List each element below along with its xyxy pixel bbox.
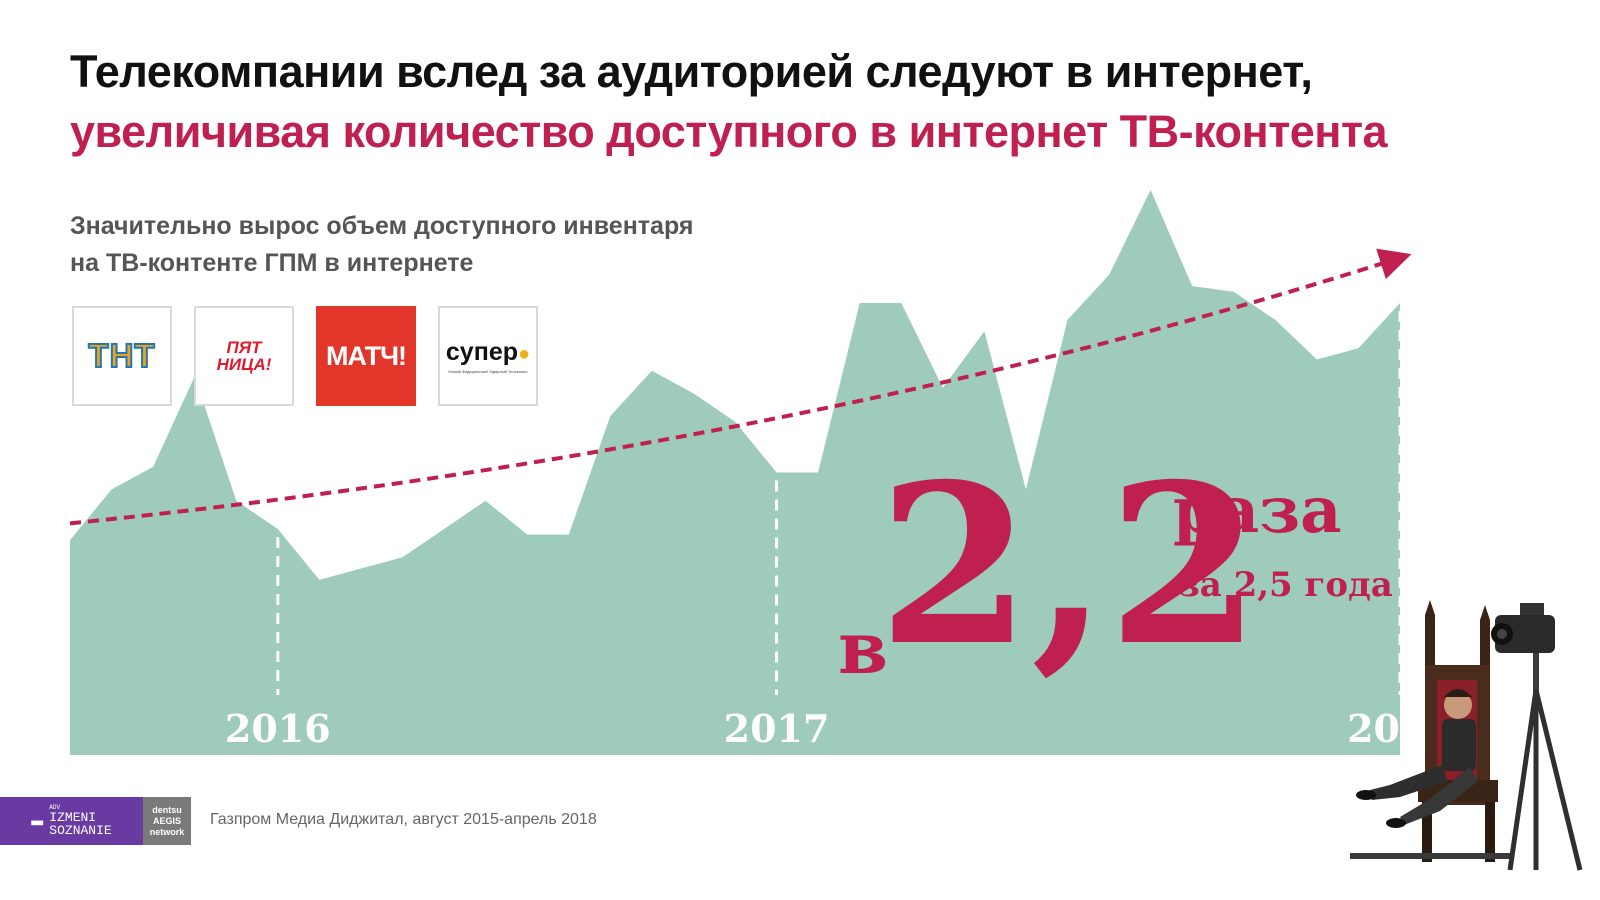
logo-match-text: МАТЧ! [325, 340, 407, 371]
logo-pyatnitsa-line-2: НИЦА! [216, 355, 272, 374]
year-label-2016: 2016 [225, 706, 331, 751]
growth-stat-period: за 2,5 года [1178, 565, 1393, 605]
chart-subtitle: Значительно вырос объем доступного инвен… [70, 212, 694, 277]
growth-stat-unit: раза [1173, 473, 1342, 548]
page-title: Телекомпании вслед за аудиторией следуют… [70, 42, 1550, 162]
logo-pyatnitsa-line-1: ПЯТ [226, 338, 262, 357]
title-line-2: увеличивая количество доступного в интер… [70, 106, 1388, 157]
logo-tnt: ТНТ [72, 306, 172, 406]
series-area [70, 190, 1400, 755]
agency-logo-izmeni-soznanie: ▬ ADV IZMENI SOZNANIE [0, 797, 143, 845]
thumbs-up-icon: ● [518, 343, 531, 365]
logo-pyatnitsa: ПЯТ НИЦА! [194, 306, 294, 406]
growth-stat: в 2,2 раза за 2,5 года [838, 445, 1398, 715]
logo-match: МАТЧ! [316, 306, 416, 406]
agency2-line-1: dentsu [152, 804, 182, 815]
agency2-line-2: AEGIS [152, 815, 181, 826]
izmeni-mark-icon: ▬ [31, 809, 44, 833]
agency2-line-3: network [149, 826, 185, 837]
logo-pyatnitsa-text: ПЯТ НИЦА! [217, 339, 272, 373]
director-chair-illustration [1350, 600, 1583, 871]
growth-stat-number: 2,2 [878, 435, 1261, 694]
year-label-2017: 2017 [724, 706, 830, 751]
logo-super-sub: Новый Федеральный Эфирный Телеканал [448, 369, 528, 374]
agency1-line-2: SOZNANIE [49, 823, 112, 838]
source-note: Газпром Медиа Диджитал, август 2015-апре… [210, 811, 597, 828]
title-line-1: Телекомпании вслед за аудиторией следуют… [70, 46, 1313, 97]
agency1-small: ADV [49, 804, 61, 811]
logo-super: супер● Новый Федеральный Эфирный Телекан… [438, 306, 538, 406]
agency-logo-dentsu: dentsu AEGIS network [143, 797, 191, 845]
logo-super-text: супер● [446, 338, 530, 367]
agency1-line-1: IZMENI [49, 810, 97, 825]
footer-logos: ▬ ADV IZMENI SOZNANIE dentsu AEGIS netwo… [0, 797, 191, 845]
agency1-text: ADV IZMENI SOZNANIE [49, 804, 112, 838]
channel-logos: ТНТ ПЯТ НИЦА! МАТЧ! супер● Новый Федерал… [72, 306, 538, 406]
growth-stat-prefix: в [838, 605, 889, 690]
trend-arrow [69, 248, 1412, 526]
logo-tnt-text: ТНТ [87, 336, 156, 375]
logo-super-word: супер [445, 338, 518, 366]
